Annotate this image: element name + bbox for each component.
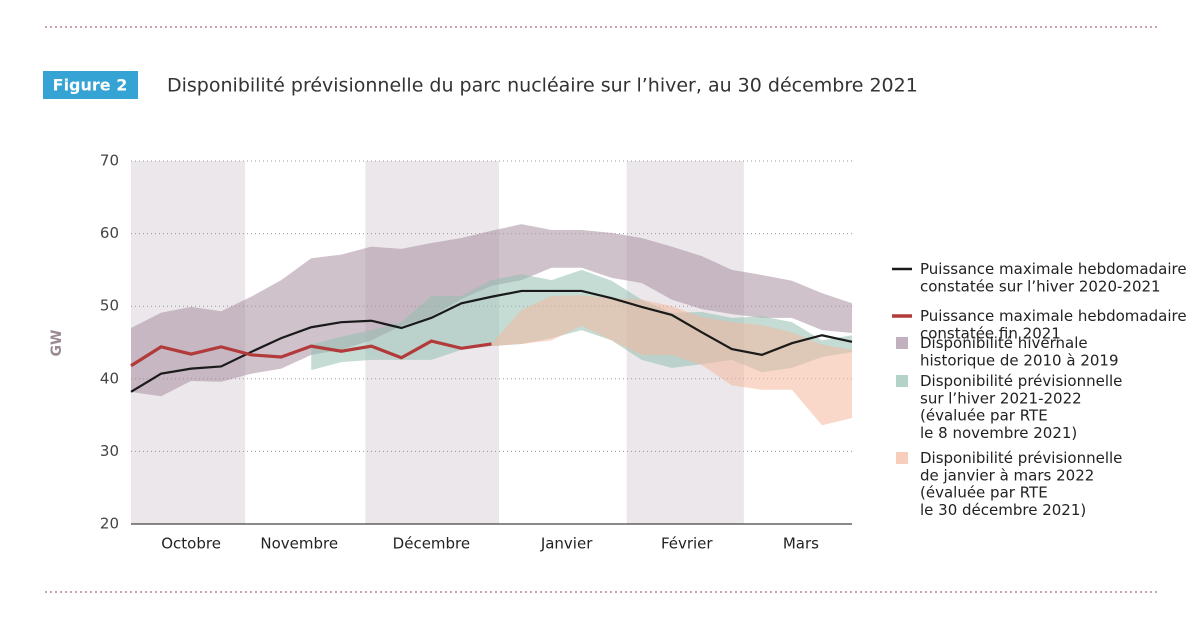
chart-title: Disponibilité prévisionnelle du parc nuc…: [167, 75, 918, 97]
figure-label: Figure 2: [53, 76, 128, 95]
x-tick-label: Décembre: [393, 535, 470, 553]
y-tick-label: 70: [100, 152, 119, 170]
legend-swatch: [896, 337, 908, 349]
line: [130, 339, 492, 368]
x-tick-label: Février: [661, 535, 713, 553]
legend-label: Disponibilité hivernale historique de 201…: [920, 334, 1119, 369]
y-tick-label: 30: [100, 442, 119, 460]
line: [130, 289, 853, 393]
y-axis-label: GW: [49, 330, 65, 357]
legend-label: Disponibilité prévisionnelle de janvier à…: [920, 449, 1122, 519]
x-tick-label: Octobre: [161, 535, 221, 553]
legend-swatch: [896, 452, 908, 464]
x-tick-label: Janvier: [540, 535, 593, 553]
band-area: [491, 295, 852, 426]
legend-label: Puissance maximale hebdomadaire constatée…: [920, 307, 1187, 342]
legend-label: Disponibilité prévisionnelle sur l’hiver …: [920, 372, 1122, 442]
y-tick-label: 40: [100, 369, 119, 387]
legend-swatch: [896, 375, 908, 387]
x-tick-label: Novembre: [260, 535, 338, 553]
y-tick-label: 20: [100, 515, 119, 533]
x-tick-label: Mars: [783, 535, 819, 553]
y-tick-label: 60: [100, 224, 119, 242]
figure-badge: [43, 71, 138, 99]
y-tick-label: 50: [100, 297, 119, 315]
legend-label: Puissance maximale hebdomadaire constatée…: [920, 260, 1187, 295]
